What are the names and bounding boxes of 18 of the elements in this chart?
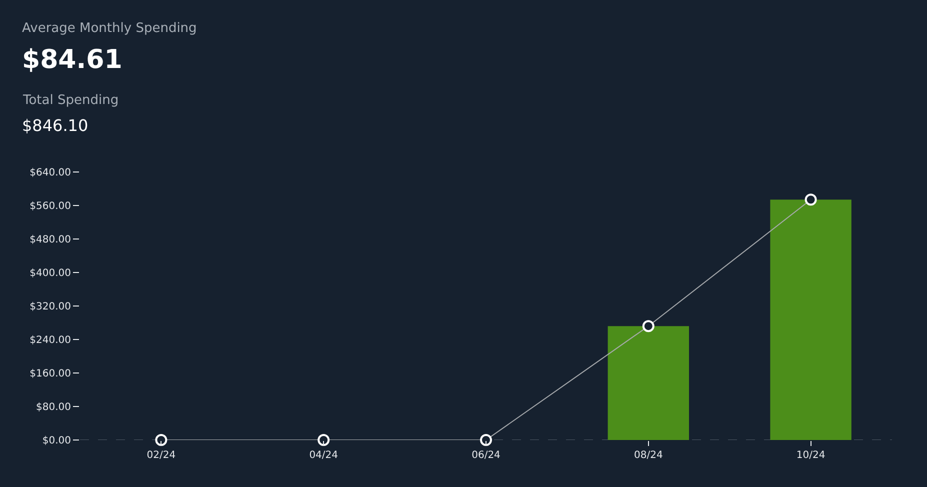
y-tick-label: $480.00 — [30, 234, 71, 246]
y-tick-label: $0.00 — [42, 436, 71, 446]
x-tick-label: 04/24 — [309, 450, 338, 461]
y-tick-label: $400.00 — [30, 268, 71, 279]
y-tick-label: $320.00 — [30, 302, 71, 312]
chart-subtitle: $84.61 — [22, 45, 122, 75]
x-tick-label: 02/24 — [146, 450, 176, 461]
y-tick-label: $640.00 — [30, 168, 71, 178]
y-tick-label: $240.00 — [30, 335, 71, 346]
y-tick-label: $560.00 — [30, 201, 71, 212]
x-tick-label: 08/24 — [634, 450, 663, 461]
x-tick-label: 10/24 — [796, 450, 826, 461]
chart-title: Average Monthly Spending — [22, 21, 197, 36]
x-tick-label: 06/24 — [472, 450, 500, 461]
y-tick-label: $80.00 — [36, 402, 71, 413]
text: Total Spending — [22, 93, 119, 108]
text: $846.10 — [22, 116, 88, 135]
y-tick-label: $160.00 — [30, 368, 71, 380]
